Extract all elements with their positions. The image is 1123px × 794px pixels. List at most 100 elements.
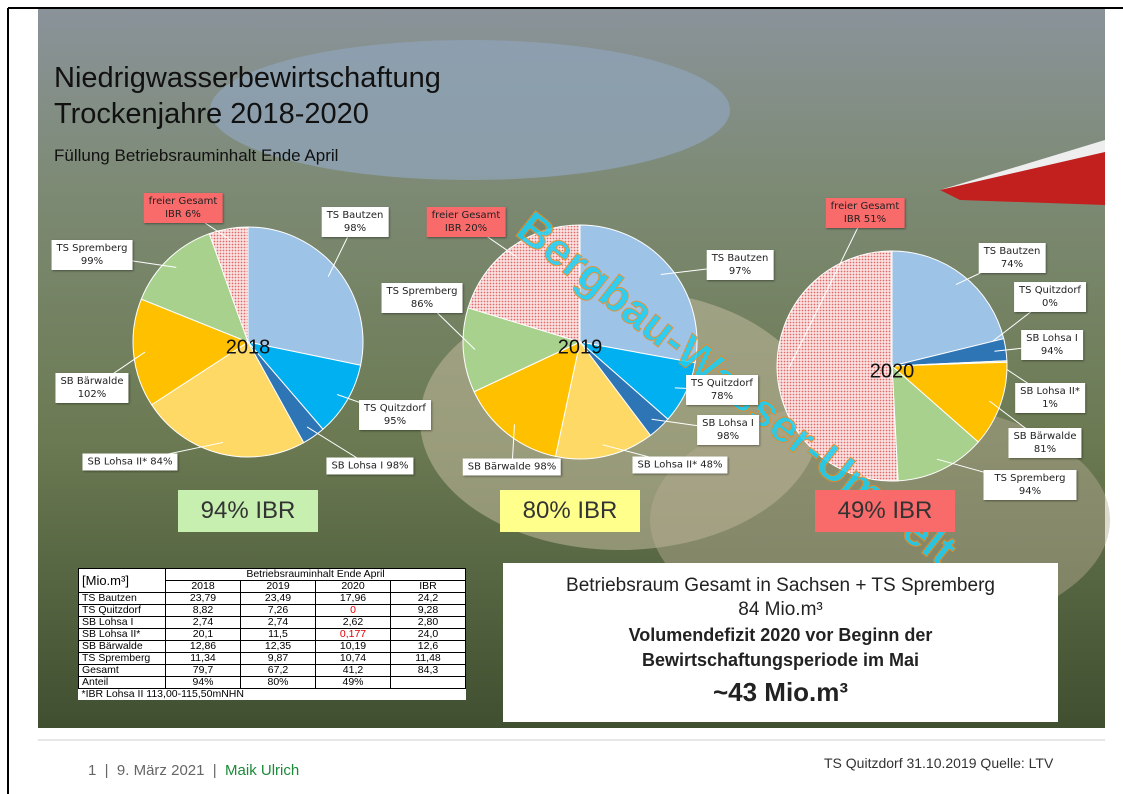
table-cell: 23,79 (166, 593, 241, 605)
slice-label: TS Quitzdorf 95% (359, 400, 431, 430)
table-cell: 2,62 (316, 617, 391, 629)
table-cell: [Mio.m³] (79, 569, 166, 593)
table-cell: 8,82 (166, 605, 241, 617)
slice-label: SB Lohsa II* 48% (632, 457, 727, 474)
slice-label: TS Spremberg 94% (984, 470, 1077, 500)
table-cell: SB Lohsa I (79, 617, 166, 629)
table-cell: 67,2 (241, 665, 316, 677)
table-cell: TS Quitzdorf (79, 605, 166, 617)
table-cell: 9,87 (241, 653, 316, 665)
slice-label: TS Quitzdorf 78% (686, 375, 758, 405)
table-cell: 2,74 (241, 617, 316, 629)
table-cell: 23,49 (241, 593, 316, 605)
table-cell: 49% (316, 677, 391, 689)
table-cell: 17,96 (316, 593, 391, 605)
slice-label: TS Bautzen 97% (707, 250, 774, 280)
table-cell: 0,177 (316, 629, 391, 641)
slice-label: SB Bärwalde 102% (55, 373, 128, 403)
slice-label: SB Bärwalde 81% (1008, 428, 1081, 458)
table-cell: 2020 (316, 581, 391, 593)
info-line: Volumendefizit 2020 vor Beginn der (503, 625, 1058, 646)
slice-label: SB Lohsa I 94% (1021, 330, 1083, 360)
table-cell: 11,5 (241, 629, 316, 641)
table-cell: 79,7 (166, 665, 241, 677)
table-row: *IBR Lohsa II 113,00-115,50mNHN (79, 689, 466, 701)
table-cell: SB Bärwalde (79, 641, 166, 653)
table-row: Anteil94%80%49% (79, 677, 466, 689)
slice-label: freier Gesamt IBR 51% (826, 198, 905, 228)
info-line: 84 Mio.m³ (503, 599, 1058, 621)
slice-label: TS Spremberg 99% (52, 240, 133, 270)
author: Maik Ulrich (225, 762, 299, 779)
table-cell: 94% (166, 677, 241, 689)
slide: Niedrigwasserbewirtschaftung Trockenjahr… (0, 0, 1123, 794)
table-row: [Mio.m³]Betriebsrauminhalt Ende April (79, 569, 466, 581)
table-cell: 12,6 (391, 641, 466, 653)
slice-label: SB Bärwalde 98% (463, 459, 561, 476)
table-cell: 24,0 (391, 629, 466, 641)
table-cell: 0 (316, 605, 391, 617)
table-cell: 2,74 (166, 617, 241, 629)
slice-label: TS Quitzdorf 0% (1014, 282, 1086, 312)
table-cell: Gesamt (79, 665, 166, 677)
table-cell: 80% (241, 677, 316, 689)
slice-label: SB Lohsa I 98% (697, 415, 759, 445)
date: 9. März 2021 (117, 762, 205, 779)
title: Niedrigwasserbewirtschaftung Trockenjahr… (54, 60, 441, 132)
info-box: Betriebsraum Gesamt in Sachsen + TS Spre… (503, 563, 1058, 722)
table-cell: 12,35 (241, 641, 316, 653)
table-cell: 20,1 (166, 629, 241, 641)
table-cell: TS Bautzen (79, 593, 166, 605)
pie-year: 2019 (558, 337, 603, 360)
title-line: Niedrigwasserbewirtschaftung (54, 60, 441, 96)
slice-label: freier Gesamt IBR 20% (427, 207, 506, 237)
table-cell: 84,3 (391, 665, 466, 677)
info-line: ~43 Mio.m³ (503, 677, 1058, 708)
table-cell: TS Spremberg (79, 653, 166, 665)
title-line: Trockenjahre 2018-2020 (54, 96, 441, 132)
page-number: 1 (88, 762, 96, 779)
table-cell: SB Lohsa II* (79, 629, 166, 641)
slice-label: SB Lohsa II* 84% (82, 454, 177, 471)
table-cell: 9,28 (391, 605, 466, 617)
table-cell: 10,74 (316, 653, 391, 665)
slice-label: SB Lohsa I 98% (326, 458, 413, 475)
slice-label: TS Spremberg 86% (382, 283, 463, 313)
slice-label: SB Lohsa II* 1% (1015, 383, 1085, 413)
table-cell: 41,2 (316, 665, 391, 677)
subtitle: Füllung Betriebsrauminhalt Ende April (54, 146, 338, 166)
info-line: Betriebsraum Gesamt in Sachsen + TS Spre… (503, 575, 1058, 597)
table-cell: 11,48 (391, 653, 466, 665)
table-cell: 7,26 (241, 605, 316, 617)
table-cell: 10,19 (316, 641, 391, 653)
table-cell: 2019 (241, 581, 316, 593)
photo-credit: TS Quitzdorf 31.10.2019 Quelle: LTV (824, 755, 1053, 771)
table-cell: 12,86 (166, 641, 241, 653)
table-cell: Anteil (79, 677, 166, 689)
slice-label: TS Bautzen 74% (979, 243, 1046, 273)
ibr-summary: 49% IBR (815, 490, 955, 532)
ibr-summary: 80% IBR (500, 490, 640, 532)
table-cell (391, 677, 466, 689)
table-cell: Betriebsrauminhalt Ende April (166, 569, 466, 581)
table-cell: 2,80 (391, 617, 466, 629)
slice-label: TS Bautzen 98% (322, 207, 389, 237)
table-cell: IBR (391, 581, 466, 593)
table-cell: *IBR Lohsa II 113,00-115,50mNHN (79, 689, 466, 701)
table-cell: 11,34 (166, 653, 241, 665)
table-cell: 24,2 (391, 593, 466, 605)
pie-year: 2020 (870, 361, 915, 384)
slice-label: freier Gesamt IBR 6% (144, 193, 223, 223)
table-cell: 2018 (166, 581, 241, 593)
info-line: Bewirtschaftungsperiode im Mai (503, 650, 1058, 671)
pie-year: 2018 (226, 337, 271, 360)
